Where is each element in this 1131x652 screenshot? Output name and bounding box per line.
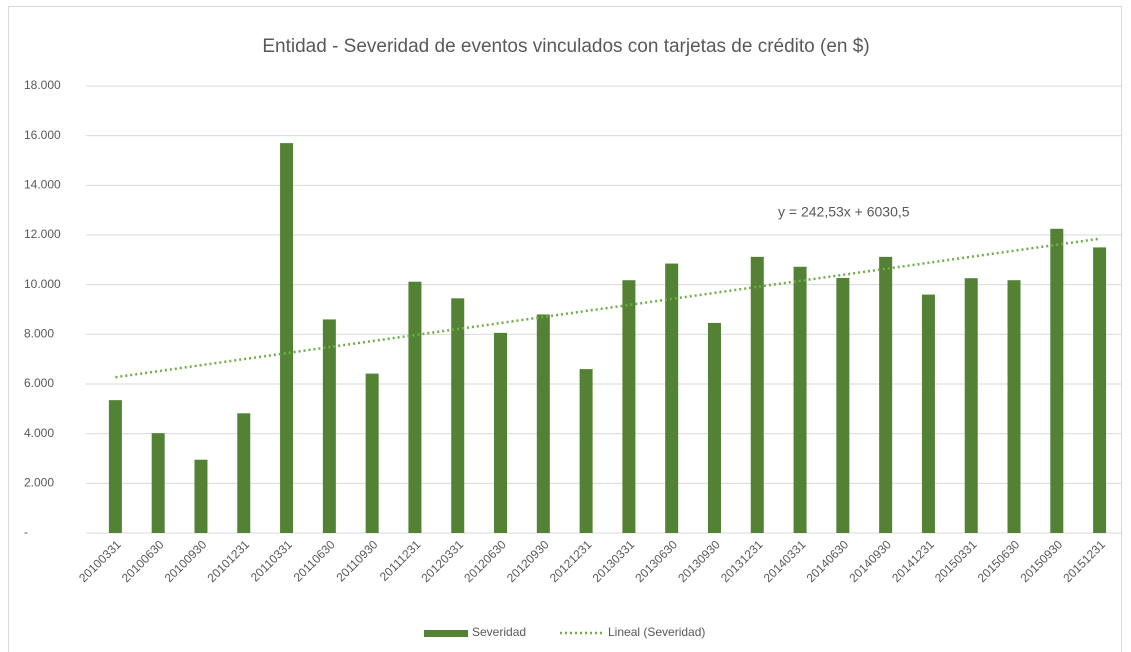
- x-tick-label: 20100331: [76, 537, 124, 585]
- bar: [322, 319, 336, 533]
- x-tick-label: 20130930: [675, 537, 723, 585]
- x-tick-label: 20120331: [418, 537, 466, 585]
- bar: [494, 332, 508, 533]
- y-tick-label: 2.000: [24, 476, 54, 490]
- x-tick-label: 20151231: [1060, 537, 1108, 585]
- x-tick-label: 20101231: [204, 537, 252, 585]
- bar: [408, 281, 422, 533]
- y-tick-label: 18.000: [24, 78, 61, 92]
- x-tick-label: 20150331: [932, 537, 980, 585]
- x-tick-label: 20130630: [632, 537, 680, 585]
- trendline: [115, 237, 1100, 379]
- legend-swatch: [424, 630, 468, 637]
- x-tick-label: 20120630: [461, 537, 509, 585]
- x-tick-label: 20111231: [377, 537, 424, 584]
- y-tick-label: 16.000: [24, 128, 61, 142]
- x-tick-label: 20110630: [291, 537, 338, 584]
- bar: [750, 256, 764, 533]
- trendline-equation: y = 242,53x + 6030,5: [778, 204, 910, 220]
- x-tick-label: 20150930: [1018, 537, 1066, 585]
- x-tick-label: 20150630: [975, 537, 1023, 585]
- bar: [622, 280, 636, 533]
- bar: [1093, 247, 1107, 533]
- y-tick-label: -: [24, 525, 28, 539]
- bar: [707, 322, 721, 533]
- bar: [964, 278, 978, 533]
- bar: [365, 373, 379, 533]
- y-tick-label: 4.000: [24, 426, 54, 440]
- x-tick-label: 20140630: [804, 537, 852, 585]
- x-tick-label: 20110331: [248, 537, 295, 584]
- x-tick-label: 20140930: [846, 537, 894, 585]
- bar: [921, 294, 935, 533]
- x-tick-label: 20131231: [718, 537, 766, 585]
- x-tick-label: 20100930: [162, 537, 210, 585]
- y-tick-label: 6.000: [24, 376, 54, 390]
- y-tick-label: 12.000: [24, 227, 61, 241]
- x-tick-label: 20121231: [547, 537, 595, 585]
- bar: [108, 400, 122, 533]
- bar: [665, 263, 679, 533]
- bar: [280, 143, 294, 533]
- bar: [237, 413, 251, 533]
- bar: [194, 459, 208, 533]
- x-tick-label: 20130331: [590, 537, 638, 585]
- legend-label: Lineal (Severidad): [608, 625, 705, 639]
- x-tick-label: 20110930: [333, 537, 380, 584]
- y-tick-label: 8.000: [24, 327, 54, 341]
- bar: [793, 266, 807, 533]
- x-tick-label: 20100630: [119, 537, 167, 585]
- bar: [151, 433, 165, 533]
- y-tick-label: 14.000: [24, 178, 61, 192]
- legend-label: Severidad: [472, 625, 526, 639]
- x-tick-label: 20140331: [761, 537, 809, 585]
- x-tick-label: 20141231: [889, 537, 937, 585]
- bar: [1050, 228, 1064, 533]
- bar: [451, 298, 465, 533]
- y-tick-label: 10.000: [24, 277, 61, 291]
- bar: [836, 277, 850, 533]
- bar: [536, 314, 550, 533]
- chart-title: Entidad - Severidad de eventos vinculado…: [262, 36, 869, 57]
- x-tick-label: 20120930: [504, 537, 552, 585]
- bar: [579, 369, 593, 533]
- bar: [1007, 280, 1021, 533]
- bar: [879, 256, 893, 533]
- chart-border: [8, 6, 1122, 652]
